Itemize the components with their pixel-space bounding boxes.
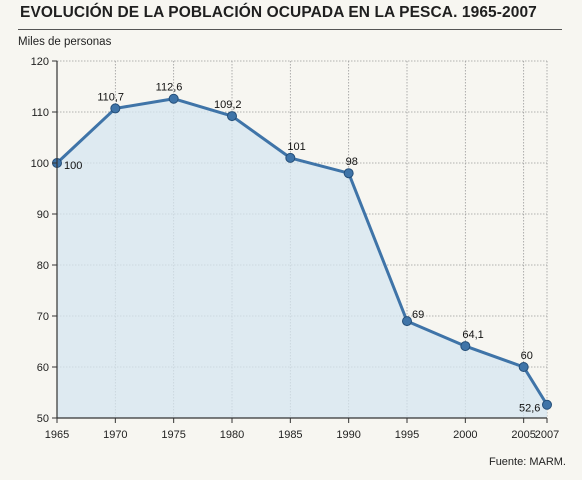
data-point [110,103,121,114]
x-tick-label: 1965 [45,429,69,441]
data-point [285,152,296,163]
y-tick-label: 110 [31,107,49,119]
data-label: 109,2 [214,99,242,111]
x-tick-label: 1980 [220,429,244,441]
y-tick-label: 90 [37,209,49,221]
y-tick-label: 50 [37,413,49,425]
y-tick-label: 120 [31,56,49,68]
x-tick-label: 2007 [535,429,559,441]
data-label: 52,6 [519,403,540,415]
y-tick-label: 100 [31,158,49,170]
data-point [168,93,179,104]
x-tick-label: 2005 [511,429,535,441]
data-point [518,362,529,372]
chart-title: EVOLUCIÓN DE LA POBLACIÓN OCUPADA EN LA … [20,4,537,21]
x-tick-label: 1995 [395,429,419,441]
series-line [55,97,549,406]
y-tick-label: 60 [37,362,49,374]
y-tick-label: 70 [37,311,49,323]
data-point [542,399,552,410]
data-label: 101 [287,141,305,153]
data-label: 100 [64,160,82,172]
x-tick-label: 1990 [336,429,360,441]
y-axis-label: Miles de personas [18,36,112,48]
x-tick-label: 2000 [453,429,477,441]
data-point [460,341,471,352]
x-tick-label: 1975 [161,429,185,441]
area-fill [57,98,547,419]
data-marks: 100 110,7 112,6 109,2 101 98 69 64,1 60 52,6 [52,82,552,415]
data-label: 112,6 [156,82,183,94]
data-label: 69 [412,309,424,321]
x-tick-label: 1985 [278,429,302,441]
data-point [227,111,237,122]
data-label: 60 [521,350,533,362]
axes: 50 60 70 80 90 100 110 120 1965 1970 1975 1980 1985 1… [31,56,560,441]
data-label: 64,1 [462,329,483,341]
data-label: 110,7 [97,91,124,103]
data-point [402,316,412,327]
data-point [343,168,354,179]
y-tick-label: 80 [37,260,49,272]
x-tick-label: 1970 [103,429,127,441]
source-note: Fuente: MARM. [488,456,566,468]
data-label: 98 [346,156,358,168]
title-divider [18,29,562,30]
